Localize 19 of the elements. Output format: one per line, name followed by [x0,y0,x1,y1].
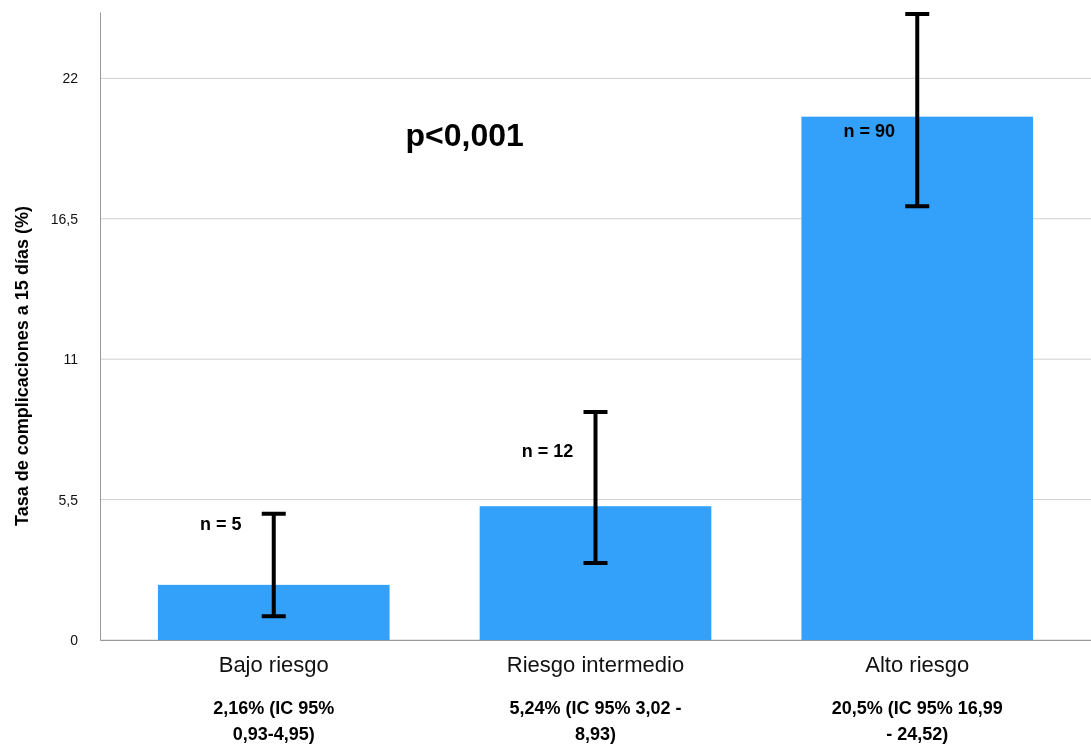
y-tick-label: 5,5 [58,491,79,508]
x-tick-label: Bajo riesgo [218,651,329,677]
text: 2,16% (IC 95% 0,93-4,95) [213,698,335,744]
bar [479,506,712,640]
text: 20,5% (IC 95% 16,99 - 24,52) [831,698,1003,744]
text: 5,24% (IC 95% 3,02 - 8,93) [509,698,682,744]
annotation: n = 90 [843,120,895,141]
annotation: n = 5 [199,513,242,534]
bar [157,584,390,640]
annotation: n = 12 [521,441,574,462]
annotation: p<0,001 [405,117,524,153]
y-tick-label: 0 [70,631,79,648]
bar [801,116,1034,640]
y-tick-label: 16,5 [50,210,79,227]
y-axis-title: Tasa de complicaciones a 15 días (%) [12,206,32,526]
y-tick-label: 11 [63,351,79,368]
x-tick-label: Riesgo intermedio [506,651,685,677]
y-tick-label: 22 [62,70,79,87]
x-tick-label: Alto riesgo [865,651,970,677]
